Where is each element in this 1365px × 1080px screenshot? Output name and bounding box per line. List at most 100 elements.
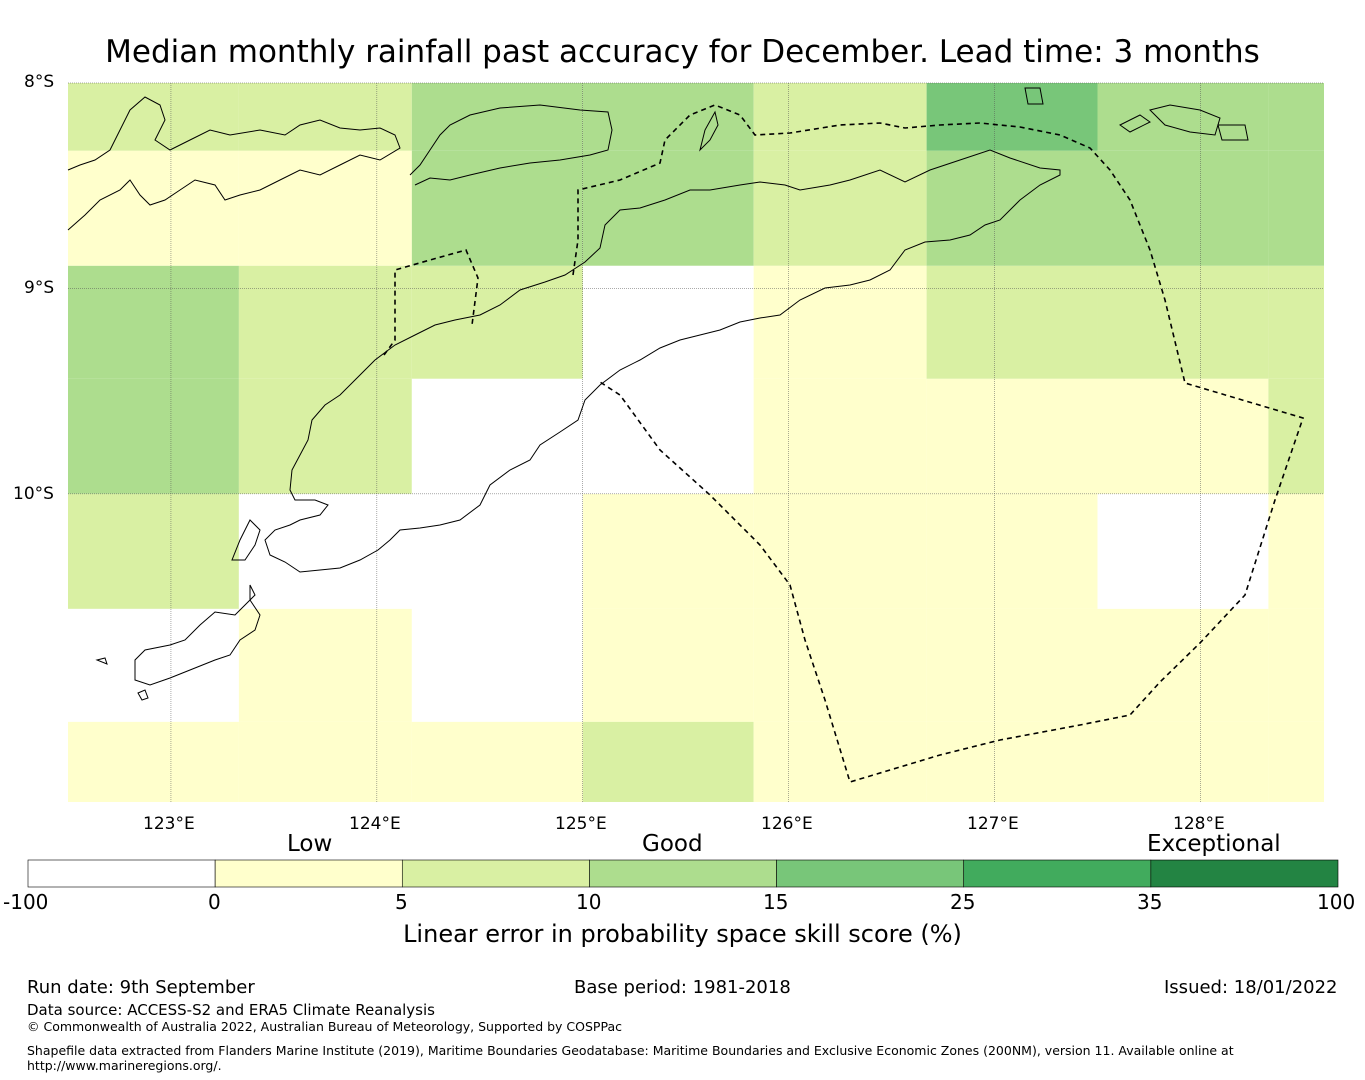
skill-cell xyxy=(926,265,1098,379)
colorbar-label: Linear error in probability space skill … xyxy=(403,920,962,948)
colorbar-tick-15: 15 xyxy=(763,890,789,914)
skill-cell xyxy=(411,150,583,266)
skill-cell xyxy=(582,378,754,494)
skill-cell xyxy=(1097,493,1269,609)
lat-label-9s: 9°S xyxy=(24,278,55,298)
colorbar-category-good: Good xyxy=(642,831,703,857)
lat-label-8s: 8°S xyxy=(24,72,55,92)
base-period: Base period: 1981-2018 xyxy=(574,977,791,998)
skill-cell xyxy=(926,608,1098,722)
skill-cell xyxy=(1097,378,1269,494)
skill-cell xyxy=(238,608,412,722)
skill-cell xyxy=(582,721,754,802)
colorbar-category-exceptional: Exceptional xyxy=(1147,831,1281,857)
skill-cell xyxy=(753,608,927,722)
skill-cell xyxy=(1097,608,1269,722)
shapefile-credit: Shapefile data extracted from Flanders M… xyxy=(27,1043,1234,1058)
skill-cell xyxy=(1268,721,1324,802)
coastline xyxy=(67,87,1249,701)
skill-cell xyxy=(1097,150,1269,266)
coastline-north-islands xyxy=(67,96,401,231)
coastline-alor xyxy=(699,110,719,152)
lon-label-125e: 125°E xyxy=(555,814,607,834)
coastline-islet-2 xyxy=(1217,124,1249,141)
colorbar-segment xyxy=(776,859,965,888)
colorbar xyxy=(27,859,1339,888)
coastline-islet-4 xyxy=(137,689,149,701)
skill-cell xyxy=(926,83,1098,151)
skill-cell xyxy=(411,83,583,151)
colorbar-tick-10: 10 xyxy=(576,890,602,914)
lon-label-128e: 128°E xyxy=(1173,814,1225,834)
data-source: Data source: ACCESS-S2 and ERA5 Climate … xyxy=(27,1001,435,1019)
skill-cell xyxy=(926,493,1098,609)
colorbar-segment xyxy=(589,859,777,888)
coastline-north-islands-2 xyxy=(409,104,613,186)
skill-cell xyxy=(411,608,583,722)
lon-label-126e: 126°E xyxy=(761,814,813,834)
colorbar-category-low: Low xyxy=(287,831,333,857)
skill-cell xyxy=(1268,265,1324,379)
lon-label-123e: 123°E xyxy=(143,814,195,834)
skill-cell xyxy=(411,721,583,802)
skill-cell xyxy=(68,150,239,266)
skill-cell xyxy=(926,721,1098,802)
skill-grid xyxy=(68,83,1324,802)
lat-label-10s: 10°S xyxy=(13,484,54,504)
copyright: © Commonwealth of Australia 2022, Austra… xyxy=(27,1019,622,1034)
colorbar-segment xyxy=(27,859,216,888)
skill-cell xyxy=(68,83,239,151)
colorbar-segment xyxy=(214,859,403,888)
coastline-sumba-tip xyxy=(231,519,261,561)
colorbar-tick-35: 35 xyxy=(1137,890,1163,914)
issued-date: Issued: 18/01/2022 xyxy=(1164,977,1338,998)
skill-cell xyxy=(238,721,412,802)
skill-cell xyxy=(68,721,239,802)
lon-label-124e: 124°E xyxy=(349,814,401,834)
skill-cell xyxy=(582,83,754,151)
skill-cell xyxy=(582,150,754,266)
skill-cell xyxy=(68,265,239,379)
coastline-islet-3 xyxy=(95,657,108,665)
colorbar-tick-0: 0 xyxy=(208,890,221,914)
coastline-timor xyxy=(264,149,1061,573)
skill-cell xyxy=(753,721,927,802)
eez-oecusse xyxy=(383,249,479,356)
skill-cell xyxy=(753,265,927,379)
skill-cell xyxy=(68,608,239,722)
coastline-rote xyxy=(134,584,261,686)
skill-cell xyxy=(411,265,583,379)
skill-cell xyxy=(68,493,239,609)
colorbar-tick-100: 100 xyxy=(1317,890,1356,914)
coastline-wetar-2 xyxy=(1119,114,1151,133)
skill-cell xyxy=(926,378,1098,494)
skill-cell xyxy=(238,493,412,609)
skill-cell xyxy=(68,378,239,494)
skill-cell xyxy=(1268,608,1324,722)
skill-cell xyxy=(1268,493,1324,609)
skill-cell xyxy=(238,378,412,494)
skill-cell xyxy=(1268,150,1324,266)
skill-cell xyxy=(753,83,927,151)
colorbar-tick-5: 5 xyxy=(395,890,408,914)
colorbar-segment xyxy=(963,859,1152,888)
skill-cell xyxy=(582,493,754,609)
skill-cell xyxy=(753,150,927,266)
skill-cell xyxy=(238,150,412,266)
shapefile-url: http://www.marineregions.org/. xyxy=(27,1058,222,1073)
skill-cell xyxy=(238,83,412,151)
skill-cell xyxy=(753,378,927,494)
run-date: Run date: 9th September xyxy=(27,977,255,998)
colorbar-segment xyxy=(1150,859,1339,888)
skill-cell xyxy=(411,378,583,494)
skill-cell xyxy=(582,265,754,379)
skill-cell xyxy=(753,493,927,609)
coastline-islet xyxy=(1024,87,1044,105)
skill-cell xyxy=(1097,265,1269,379)
skill-cell xyxy=(582,608,754,722)
maritime-boundary xyxy=(383,104,1305,783)
eez-timor-leste xyxy=(572,104,1305,783)
colorbar-segment xyxy=(401,859,590,888)
map-title: Median monthly rainfall past accuracy fo… xyxy=(105,34,1260,70)
skill-cell xyxy=(1097,83,1269,151)
